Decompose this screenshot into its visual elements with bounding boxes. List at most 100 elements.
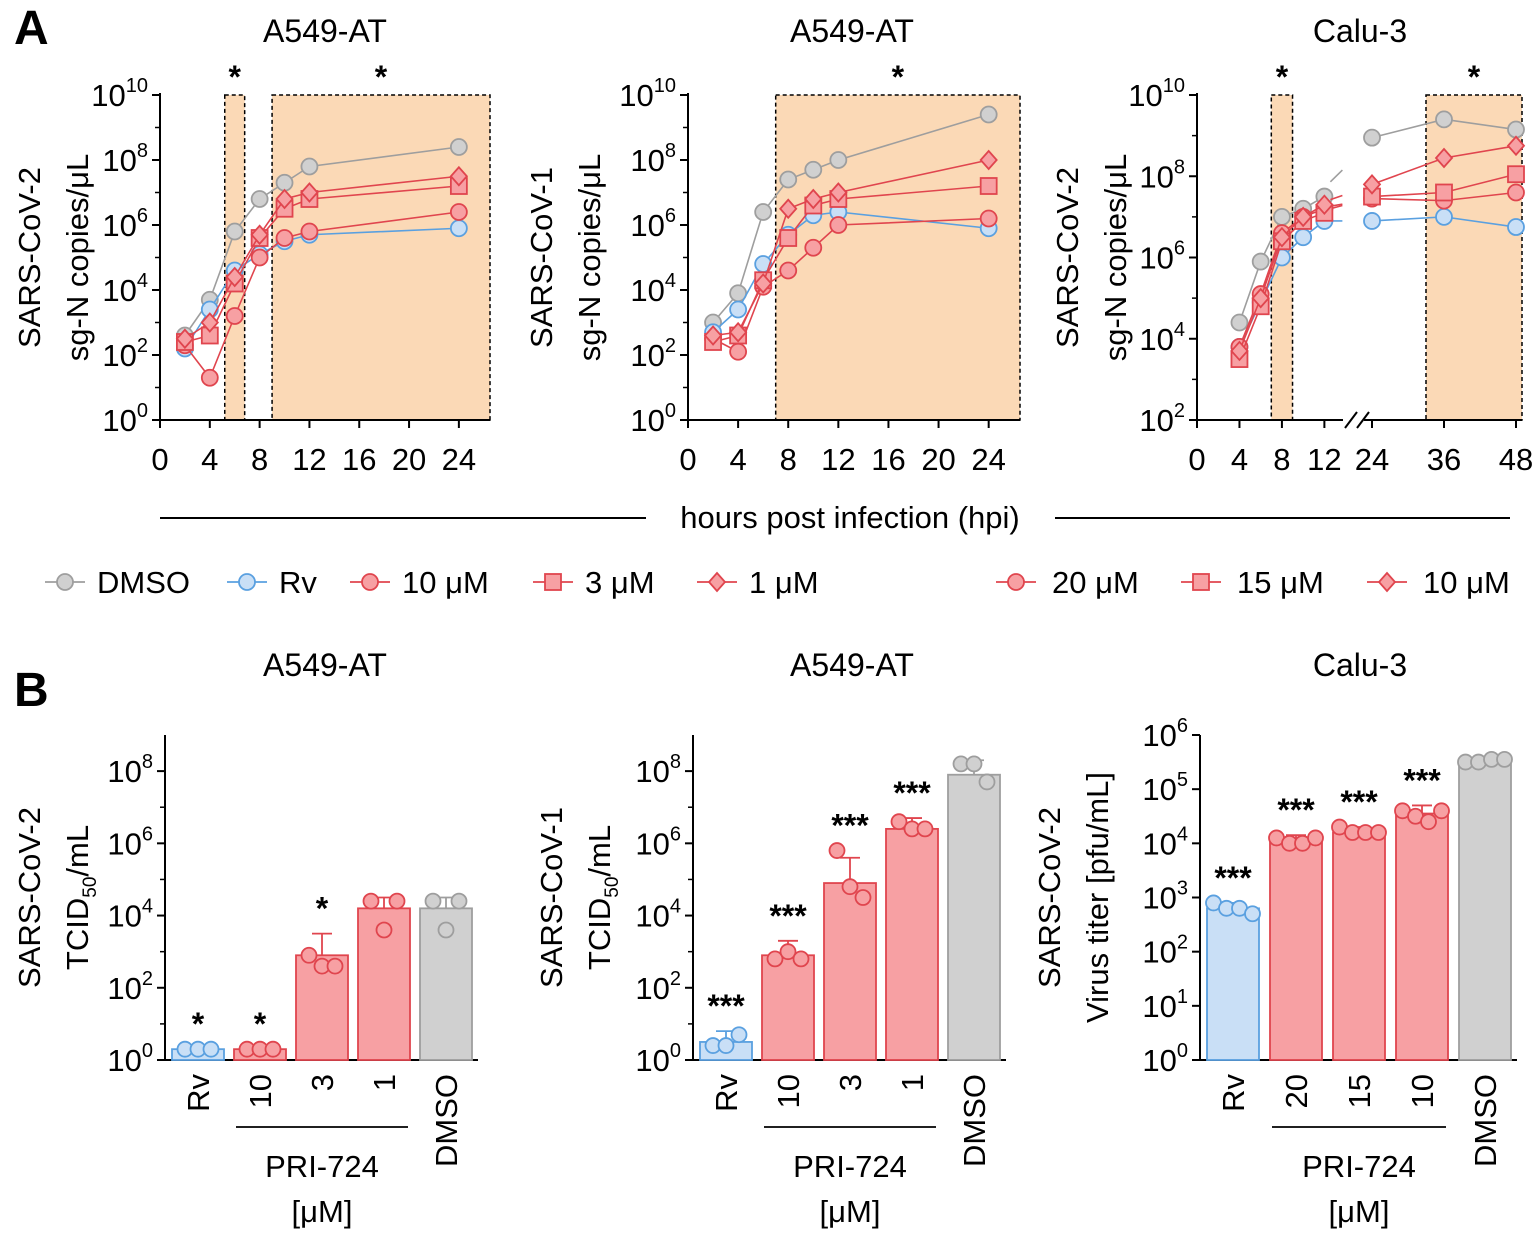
legend-marker <box>238 573 256 591</box>
significance-star: * <box>375 59 388 95</box>
x-category-label: Rv <box>181 1074 216 1112</box>
tick-base: 10 <box>630 208 664 243</box>
data-point <box>979 209 998 228</box>
bar-group-DMSO <box>947 755 1001 1061</box>
tick-base: 10 <box>630 273 664 308</box>
shared-x-axis-label: hours post infection (hpi) <box>160 500 1510 535</box>
tick-exponent: 4 <box>142 896 153 918</box>
replicate-point <box>854 889 872 906</box>
tick-exponent: 2 <box>670 968 681 990</box>
legend: DMSO Rv 10 μM 3 μM 1 μM 20 μM 15 μM 10 μM <box>45 565 1510 600</box>
legend-marker <box>1192 573 1210 591</box>
y-tick-label: 1010 <box>1128 75 1185 113</box>
bar-group-10: *** <box>1394 762 1450 1061</box>
series-1M <box>175 165 469 350</box>
x-tick-label: 12 <box>821 442 855 477</box>
data-point <box>175 328 195 350</box>
y-tick-label: 102 <box>630 335 676 373</box>
replicate-point <box>1370 824 1387 841</box>
data-point <box>1435 207 1453 226</box>
tick-exponent: 6 <box>137 205 148 227</box>
tick-exponent: 0 <box>137 400 148 422</box>
bar-group-3: * <box>295 891 349 1061</box>
bar <box>1206 907 1260 1061</box>
replicate-point <box>362 892 380 910</box>
y-tick-label: 104 <box>635 896 681 934</box>
tick-exponent: 0 <box>665 400 676 422</box>
y-tick-label: 106 <box>630 205 676 243</box>
data-point <box>275 188 294 210</box>
significance-label: *** <box>831 808 869 844</box>
legend-label: 1 μM <box>749 565 819 600</box>
tick-base: 10 <box>91 78 125 113</box>
bar <box>1395 812 1449 1061</box>
y-tick-label: 100 <box>107 1040 153 1078</box>
data-point <box>200 368 219 387</box>
significance-label: * <box>316 891 329 927</box>
tick-exponent: 4 <box>670 896 681 918</box>
x-tick-label: 0 <box>151 442 168 477</box>
significance-label: * <box>254 1006 267 1042</box>
y-label-subscript: 50 <box>602 877 623 898</box>
y-tick-label: 106 <box>635 823 681 861</box>
significance-label: *** <box>893 775 931 811</box>
x-tick-label: 0 <box>679 442 696 477</box>
x-tick-label: 12 <box>1307 442 1341 477</box>
tick-base: 10 <box>107 754 141 789</box>
tick-exponent: 8 <box>1174 156 1185 178</box>
significance-label: *** <box>707 988 745 1024</box>
data-point <box>754 203 773 221</box>
legend-marker <box>361 573 379 591</box>
x-tick-label: 24 <box>971 442 1005 477</box>
data-point <box>1507 120 1525 139</box>
data-point <box>1363 128 1381 147</box>
tick-exponent: 6 <box>665 205 676 227</box>
bar-group-1 <box>357 892 411 1061</box>
tick-base: 10 <box>1142 881 1176 916</box>
significance-star: * <box>1276 59 1289 95</box>
replicate-point <box>375 921 393 939</box>
data-point <box>1273 207 1291 226</box>
x-tick-label: 4 <box>1231 442 1248 477</box>
y-tick-label: 104 <box>1139 319 1185 357</box>
y-label-part: TCID <box>60 898 95 970</box>
axis-break <box>1344 411 1358 429</box>
x-tick-label: 16 <box>871 442 905 477</box>
data-point <box>804 238 823 257</box>
y-tick-label: 100 <box>102 400 148 438</box>
y-tick-label: 1010 <box>91 75 148 113</box>
data-point <box>275 229 294 247</box>
tick-base: 10 <box>1142 1043 1176 1078</box>
bar <box>761 954 815 1061</box>
y-tick-label: 103 <box>1142 878 1188 916</box>
y-axis-label: TCID50/mL <box>60 825 101 970</box>
replicate-point <box>792 950 810 968</box>
bar-group-20: *** <box>1268 792 1324 1061</box>
x-tick-label: 12 <box>292 442 326 477</box>
x-category-label: DMSO <box>1468 1074 1503 1167</box>
y-tick-label: 104 <box>102 270 148 308</box>
series-DMSO <box>1230 110 1525 332</box>
data-point <box>250 248 269 267</box>
data-point <box>829 182 848 203</box>
legend-label: DMSO <box>97 565 190 600</box>
x-tick-label: 8 <box>251 442 268 477</box>
tick-base: 10 <box>107 826 141 861</box>
data-point <box>728 321 748 343</box>
chart-title: Calu-3 <box>1313 647 1407 683</box>
y-tick-label: 105 <box>1142 769 1188 807</box>
significance-star: * <box>228 59 241 95</box>
series-10M <box>1230 135 1526 362</box>
replicate-point <box>202 1040 220 1058</box>
tick-exponent: 2 <box>1177 932 1188 954</box>
y-tick-label: 108 <box>1139 156 1185 194</box>
tick-exponent: 2 <box>137 335 148 357</box>
data-point <box>449 203 468 221</box>
y-axis-label: TCID50/mL <box>582 825 623 970</box>
y-axis-label: SARS-CoV-2 <box>1032 807 1067 988</box>
shaded-region <box>1425 94 1523 421</box>
x-tick-label: 20 <box>392 442 426 477</box>
tick-base: 10 <box>630 338 664 373</box>
